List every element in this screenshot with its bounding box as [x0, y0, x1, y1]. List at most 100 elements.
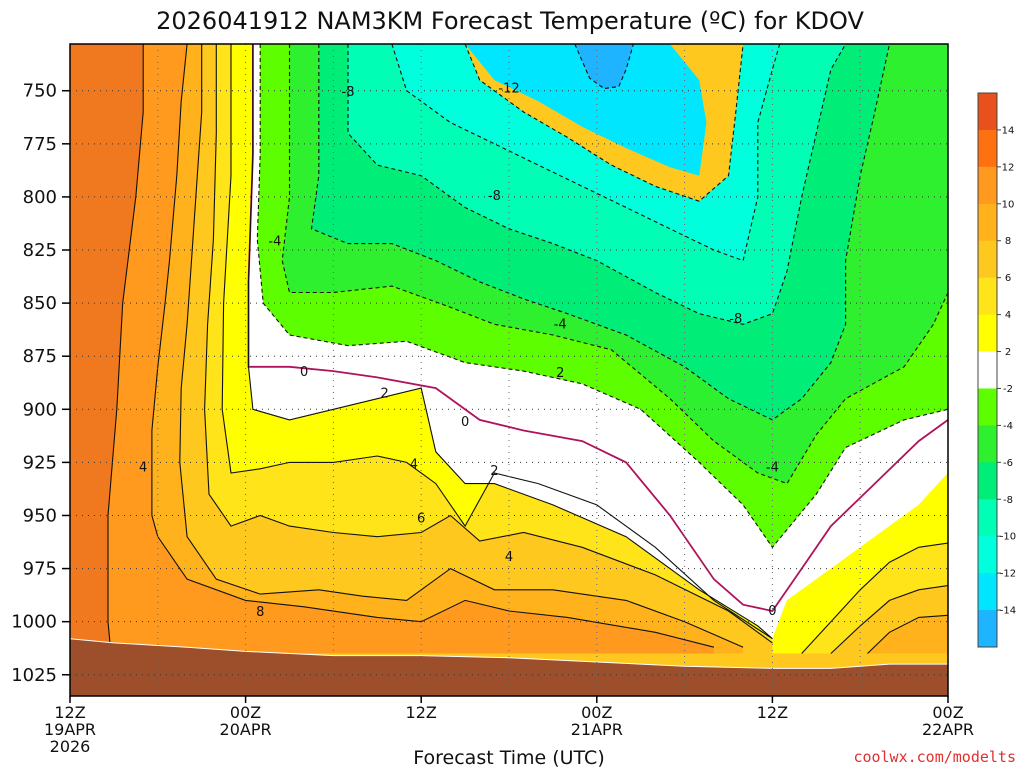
contour-label: -8: [488, 189, 501, 204]
colorbar-swatch: [978, 536, 997, 574]
contour-label: -4: [554, 317, 567, 332]
colorbar-swatch: [978, 93, 997, 131]
x-tick-label: 22APR: [922, 720, 974, 739]
isotherm-line-4: [391, 44, 781, 262]
colorbar-label: -8: [1003, 495, 1013, 506]
x-tick-label: 12Z: [406, 703, 437, 722]
y-tick-label: 800: [23, 187, 57, 208]
colorbar-label: 8: [1005, 236, 1011, 247]
colorbar-swatch: [978, 351, 997, 389]
colorbar-label: -10: [1000, 532, 1016, 543]
band-warm-right-0: [772, 473, 948, 654]
y-tick-label: 750: [23, 81, 57, 102]
contour-label: 4: [139, 461, 147, 476]
colorbar-label: -6: [1003, 458, 1013, 469]
isotherm-line-9: [221, 44, 773, 640]
ground-terrain: [70, 638, 948, 696]
colorbar-swatch: [978, 314, 997, 353]
colorbar-swatch: [978, 166, 997, 205]
colorbar-swatch: [978, 277, 997, 316]
isotherm-line-16: [867, 614, 948, 654]
contour-label: -4: [766, 461, 779, 476]
colorbar-swatch: [978, 388, 997, 426]
colorbar-swatch: [978, 610, 997, 648]
isotherm-line-12: [151, 44, 715, 648]
x-tick-label: 00Z: [581, 703, 612, 722]
band-orange-mid: [70, 44, 714, 654]
isotherm-line-6: [574, 44, 634, 90]
plot-frame: [69, 43, 949, 697]
colorbar-label: -14: [1000, 606, 1016, 617]
x-tick-label: 12Z: [54, 703, 85, 722]
x-axis-label: Forecast Time (UTC): [413, 747, 604, 768]
colorbar-swatch: [978, 240, 997, 279]
contour-label: 2: [556, 366, 564, 381]
y-axis: 750 775 800 825 850 875 900 925 950 975 1000 1025: [11, 81, 70, 686]
y-tick-label: 975: [23, 559, 57, 580]
band-orange-deep: [70, 44, 144, 654]
contour-label: 0: [461, 415, 469, 430]
band-cyan: [465, 44, 707, 176]
isotherm-line-1: [281, 44, 948, 485]
y-tick-label: 1000: [11, 612, 57, 633]
colorbar-label: -4: [1003, 421, 1013, 432]
contour-label: -8: [342, 85, 355, 100]
contour-label: -12: [498, 82, 519, 97]
colorbar-label: 14: [1002, 125, 1015, 136]
band-warm-right-2: [830, 585, 948, 654]
contour-label: 0: [300, 365, 308, 380]
credit-link[interactable]: coolwx.com/modelts: [853, 748, 1016, 766]
colorbar-label: 4: [1005, 310, 1011, 321]
contour-label: 6: [417, 512, 425, 527]
band-warm-right-3: [867, 615, 948, 654]
terrain: [70, 638, 948, 696]
colorbar-label: 10: [1002, 199, 1015, 210]
contour-label: 4: [410, 458, 418, 473]
band-green-teal: [311, 44, 890, 420]
colorbar-label: -2: [1003, 384, 1013, 395]
colorbar-frame: [977, 92, 998, 648]
band-yellow-pale: [204, 44, 773, 654]
band-aqua-green: [348, 44, 846, 325]
colorbar-label: 6: [1005, 273, 1011, 284]
colorbar-label: -12: [1000, 569, 1016, 580]
x-tick-label: 19APR: [44, 720, 96, 739]
y-tick-label: 1025: [11, 665, 57, 686]
contour-lines: [107, 44, 948, 654]
colorbar-swatch: [978, 573, 997, 611]
band-green-bright: [257, 44, 948, 548]
y-tick-label: 850: [23, 293, 57, 314]
y-tick-label: 875: [23, 346, 57, 367]
contour-labels: -8 -12 -8 -4 -8 -4 2 0 2 0 -4 2 4 4 4 6 8 0: [139, 82, 779, 621]
isotherm-line-11: [179, 44, 744, 648]
x-tick-label: 21APR: [571, 720, 623, 739]
colorbar: 14 12 10 8 6 4 2 -2 -4 -6 -8 -10 -12 -14: [977, 92, 1016, 648]
colorbar-label: 12: [1002, 162, 1015, 173]
isotherm-line-3: [347, 44, 847, 325]
y-tick-label: 775: [23, 134, 57, 155]
colorbar-swatch: [978, 462, 997, 500]
isotherm-line-0: [256, 44, 948, 549]
band-white: [248, 44, 948, 639]
contour-label: 4: [505, 550, 513, 565]
contour-label: -8: [729, 312, 742, 327]
y-tick-label: 900: [23, 399, 57, 420]
x-tick-label: 20APR: [220, 720, 272, 739]
y-tick-label: 925: [23, 452, 57, 473]
contour-label: 8: [256, 605, 264, 620]
contour-label: 0: [768, 604, 776, 619]
isotherm-line-13: [107, 44, 144, 654]
contour-label: -4: [268, 235, 281, 250]
y-tick-label: 825: [23, 240, 57, 261]
isotherm-line-8: [247, 44, 773, 640]
x-tick-label: 2026: [50, 737, 91, 756]
plot-area: [70, 44, 948, 696]
isotherm-line-5: [464, 44, 744, 202]
grid-lines: [70, 44, 948, 696]
contour-label: 2: [490, 464, 498, 479]
freezing-contour-line-7: [247, 44, 948, 613]
x-tick-label: 00Z: [932, 703, 963, 722]
isotherm-line-10: [204, 44, 773, 644]
